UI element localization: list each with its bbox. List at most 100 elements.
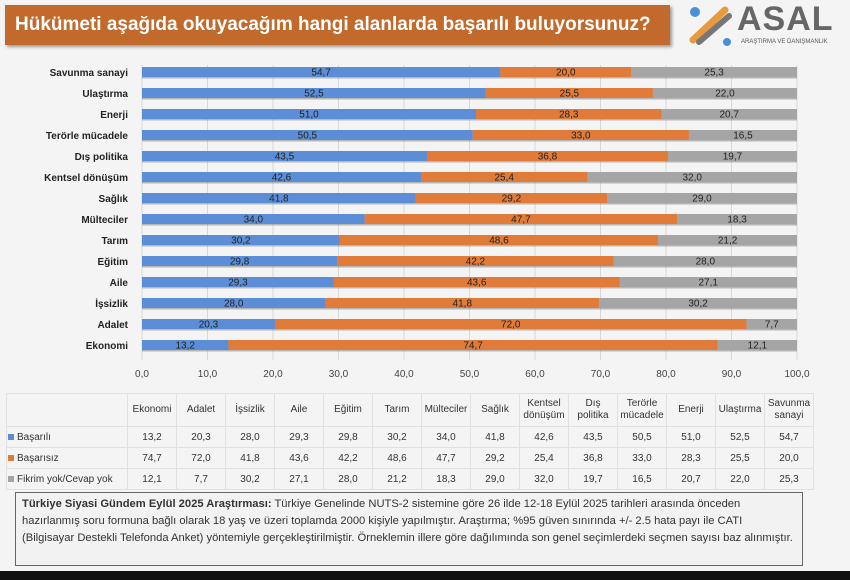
table-cell: 30,2 — [372, 426, 422, 448]
data-label: 29,0 — [692, 194, 712, 205]
bar-segment — [339, 235, 659, 245]
data-label: 42,6 — [272, 173, 292, 184]
bar-segment — [142, 109, 477, 119]
category-label: Terörle mücadele — [46, 131, 129, 142]
data-label: 41,8 — [269, 194, 289, 205]
table-cell: 13,2 — [127, 426, 177, 448]
category-label: Enerji — [100, 110, 128, 121]
bar-segment — [142, 298, 326, 308]
data-label: 42,2 — [466, 257, 486, 268]
table-cell: 21,2 — [372, 468, 422, 490]
data-label: 52,5 — [304, 89, 324, 100]
bar-segment — [652, 88, 797, 98]
table-row: Başarılı 13,2 20,3 28,0 29,3 29,8 30,2 34,0 41,8… — [6, 426, 814, 448]
table-cell: 29,0 — [470, 468, 520, 490]
table-cell: 18,3 — [421, 468, 471, 490]
x-tick-label: 60,0 — [525, 369, 545, 380]
x-tick-label: 30,0 — [329, 369, 349, 380]
bar-segment — [485, 88, 653, 98]
data-label: 74,7 — [463, 341, 483, 352]
footer-text: Türkiye Genelinde NUTS-2 sistemine göre … — [22, 498, 793, 544]
bar-segment — [613, 256, 797, 266]
bar-segment — [421, 172, 588, 182]
bar-segment — [688, 130, 797, 140]
data-label: 28,3 — [559, 110, 579, 121]
table-cell: 72,0 — [176, 447, 226, 469]
table-cell: 22,0 — [715, 468, 765, 490]
bar-segment — [587, 172, 797, 182]
data-label: 36,8 — [538, 152, 558, 163]
table-cell: 28,0 — [323, 468, 373, 490]
data-label: 20,3 — [199, 320, 219, 331]
table-cell: 16,5 — [617, 468, 667, 490]
table-cell: 25,4 — [519, 447, 569, 469]
table-cell: 41,8 — [470, 426, 520, 448]
x-tick-label: 0,0 — [135, 369, 149, 380]
table-cell: 7,7 — [176, 468, 226, 490]
data-label: 19,7 — [723, 152, 743, 163]
table-cell: 29,3 — [274, 426, 324, 448]
column-header: Eğitim — [323, 393, 373, 427]
data-label: 20,0 — [556, 68, 576, 79]
column-header: Enerji — [666, 393, 716, 427]
bar-segment — [415, 193, 608, 203]
data-label: 12,1 — [748, 341, 768, 352]
category-label: Kentsel dönüşüm — [44, 173, 128, 184]
category-label: Dış politika — [75, 152, 129, 163]
footer-bold: Türkiye Siyasi Gündem Eylül 2025 Araştır… — [22, 498, 272, 510]
bar-segment — [142, 214, 365, 224]
data-label: 29,8 — [230, 257, 250, 268]
category-label: İşsizlik — [95, 297, 128, 310]
data-label: 43,5 — [275, 152, 295, 163]
data-label: 7,7 — [765, 320, 779, 331]
column-header: Savunma sanayi — [764, 393, 814, 427]
bar-segment — [677, 214, 797, 224]
bar-segment — [500, 67, 632, 77]
table-corner — [6, 393, 128, 427]
table-cell: 47,7 — [421, 447, 471, 469]
category-label: Aile — [110, 278, 129, 289]
table-cell: 33,0 — [617, 447, 667, 469]
bar-segment — [607, 193, 797, 203]
table-cell: 52,5 — [715, 426, 765, 448]
x-tick-label: 100,0 — [784, 369, 809, 380]
table-cell: 42,2 — [323, 447, 373, 469]
table-row: Başarısız 74,7 72,0 41,8 43,6 42,2 48,6 47,7 29,… — [6, 447, 814, 469]
table-cell: 20,7 — [666, 468, 716, 490]
bar-segment — [142, 256, 338, 266]
bar-segment — [631, 67, 797, 77]
column-header: Ekonomi — [127, 393, 177, 427]
table-cell: 19,7 — [568, 468, 618, 490]
category-label: Tarım — [102, 236, 129, 247]
data-label: 25,3 — [704, 68, 724, 79]
bar-segment — [426, 151, 668, 161]
table-cell: 43,6 — [274, 447, 324, 469]
bar-segment — [274, 319, 747, 329]
bar-segment — [476, 109, 662, 119]
bar-segment — [142, 88, 486, 98]
table-cell: 30,2 — [225, 468, 275, 490]
data-label: 28,0 — [224, 299, 244, 310]
column-header: Tarım — [372, 393, 422, 427]
table-cell: 43,5 — [568, 426, 618, 448]
column-header: Sağlık — [470, 393, 520, 427]
legend-swatch — [8, 454, 14, 461]
logo-subtitle: ARAŞTIRMA VE DANIŞMANLIK — [741, 39, 828, 45]
column-header: Terörle mücadele — [617, 393, 667, 427]
legend-swatch — [8, 433, 14, 440]
column-header: Mülteciler — [421, 393, 471, 427]
bar-segment — [142, 67, 501, 77]
data-label: 29,3 — [228, 278, 248, 289]
table-cell: 28,3 — [666, 447, 716, 469]
asal-logo: ASAL ARAŞTIRMA VE DANIŞMANLIK — [685, 2, 845, 50]
data-label: 13,2 — [175, 341, 195, 352]
column-header: Kentsel dönüşüm — [519, 393, 569, 427]
data-label: 72,0 — [501, 320, 521, 331]
table-cell: 25,5 — [715, 447, 765, 469]
data-label: 34,0 — [244, 215, 264, 226]
bar-segment — [333, 277, 620, 287]
bar-segment — [661, 109, 797, 119]
logo-name: ASAL — [737, 0, 834, 38]
table-cell: 51,0 — [666, 426, 716, 448]
data-label: 32,0 — [682, 173, 702, 184]
